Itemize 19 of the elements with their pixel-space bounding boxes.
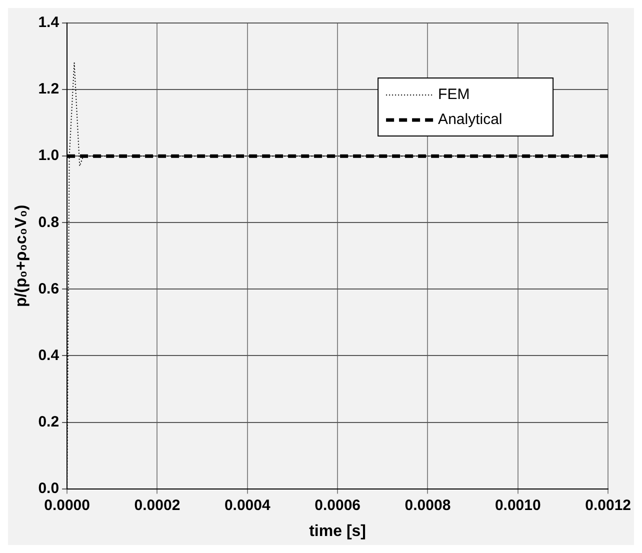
y-tick-label: 1.0: [38, 147, 60, 164]
x-tick-label: 0.0000: [44, 496, 90, 514]
x-tick-label: 0.0012: [585, 496, 632, 514]
legend-label: Analytical: [438, 111, 502, 128]
x-tick-label: 0.0004: [224, 496, 271, 514]
legend-label: FEM: [438, 86, 470, 104]
y-tick-label: 0.2: [38, 413, 60, 430]
y-tick-label: 0.6: [38, 280, 60, 298]
y-tick-label: 0.0: [38, 480, 60, 497]
x-tick-label: 0.0006: [314, 496, 360, 514]
y-tick-label: 0.4: [38, 346, 60, 364]
x-tick-label: 0.0002: [134, 496, 180, 514]
y-tick-label: 1.2: [38, 80, 60, 98]
y-axis-title: p/(p₀+ρ₀c₀V₀): [13, 204, 30, 308]
y-tick-label: 0.8: [38, 214, 60, 231]
x-tick-label: 0.0008: [404, 496, 451, 514]
x-axis-title: time [s]: [309, 522, 366, 540]
x-tick-label: 0.0010: [494, 496, 541, 514]
y-tick-label: 1.4: [38, 14, 60, 32]
